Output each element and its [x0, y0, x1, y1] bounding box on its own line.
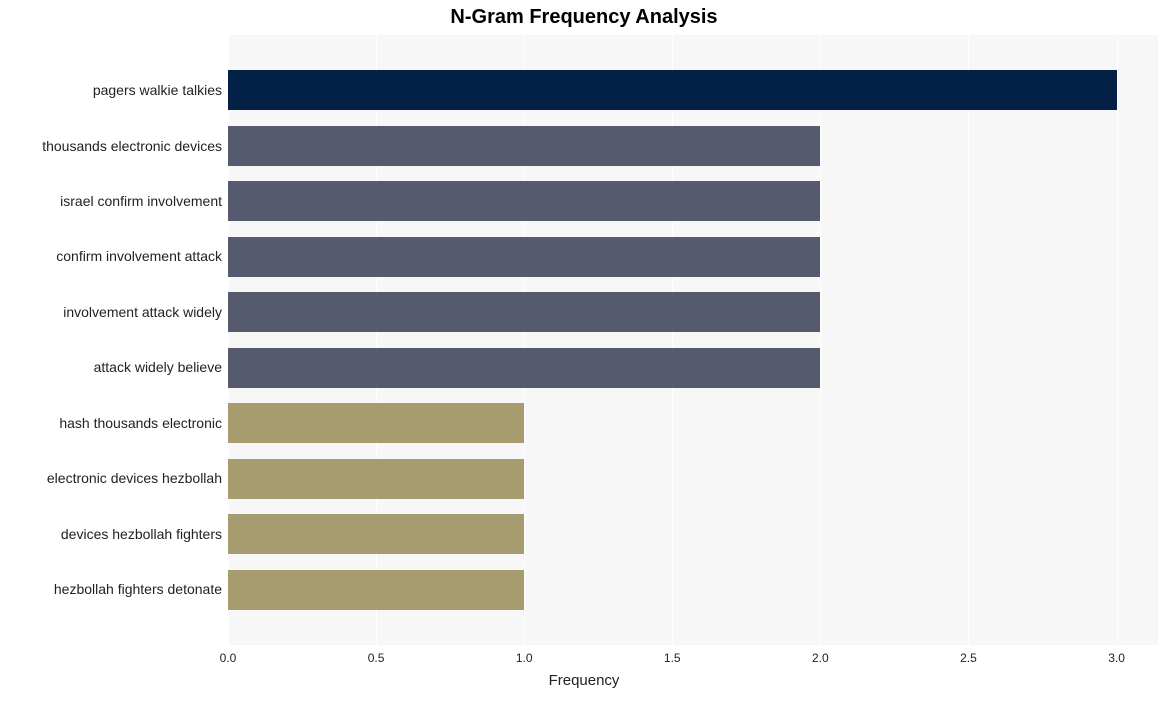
x-axis-label: Frequency [0, 672, 1168, 689]
y-tick-label: hash thousands electronic [59, 415, 222, 431]
bar [228, 348, 820, 388]
y-tick-label: attack widely believe [94, 359, 222, 375]
y-tick-label: confirm involvement attack [56, 248, 222, 264]
bar [228, 237, 820, 277]
y-tick-label: hezbollah fighters detonate [54, 581, 222, 597]
gridline [820, 35, 821, 645]
x-tick-label: 0.5 [368, 651, 385, 665]
bar [228, 514, 524, 554]
x-tick-label: 1.5 [664, 651, 681, 665]
plot-area [228, 35, 1158, 645]
chart-container: N-Gram Frequency Analysis Frequency 0.0 0… [0, 0, 1168, 701]
y-tick-label: electronic devices hezbollah [47, 470, 222, 486]
x-tick-label: 1.0 [516, 651, 533, 665]
y-tick-label: involvement attack widely [63, 304, 222, 320]
gridline [1117, 35, 1118, 645]
y-tick-label: devices hezbollah fighters [61, 526, 222, 542]
x-tick-label: 0.0 [220, 651, 237, 665]
bar [228, 181, 820, 221]
x-tick-label: 2.0 [812, 651, 829, 665]
bar [228, 126, 820, 166]
gridline [968, 35, 969, 645]
x-tick-label: 3.0 [1108, 651, 1125, 665]
y-tick-label: israel confirm involvement [60, 193, 222, 209]
y-tick-label: pagers walkie talkies [93, 82, 222, 98]
chart-title: N-Gram Frequency Analysis [0, 6, 1168, 29]
bar [228, 403, 524, 443]
x-tick-label: 2.5 [960, 651, 977, 665]
bar [228, 70, 1117, 110]
bar [228, 459, 524, 499]
bar [228, 570, 524, 610]
y-tick-label: thousands electronic devices [42, 138, 222, 154]
bar [228, 292, 820, 332]
